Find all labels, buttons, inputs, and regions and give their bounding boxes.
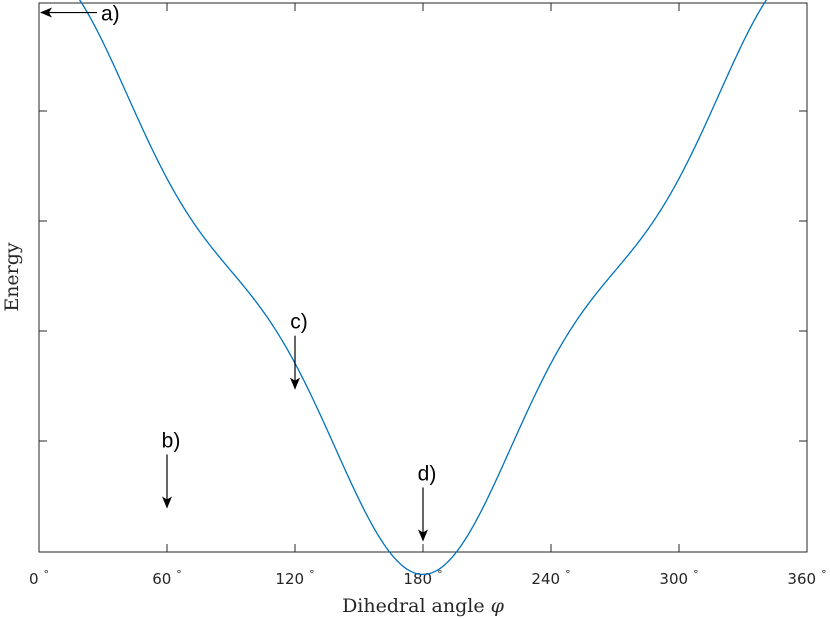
x-tick-label-value-2: 120: [275, 570, 304, 588]
x-tick-label-value-4: 240: [531, 570, 560, 588]
annotation-b-label: b): [162, 429, 181, 452]
x-tick-label-unit-0: °: [44, 568, 50, 581]
x-tick-label-unit-1: °: [176, 568, 182, 581]
x-tick-label-value-3: 180: [403, 570, 432, 588]
x-tick-label-value-6: 360: [787, 570, 816, 588]
annotation-d-label: d): [418, 462, 437, 485]
x-tick-label-unit-5: °: [693, 568, 699, 581]
series-line-0: [78, 0, 768, 576]
annotation-layer: a) b) c) d): [40, 3, 437, 542]
x-tick-label-value-5: 300: [659, 570, 688, 588]
series-layer: [78, 0, 768, 576]
x-axis-title-symbol: φ: [491, 595, 505, 617]
x-tick-label-unit-3: °: [437, 568, 443, 581]
x-tick-label-value-0: 0: [29, 570, 39, 588]
x-tick-label-4: 240 °: [531, 568, 570, 588]
x-axis-title-text: Dihedral angle: [342, 595, 485, 617]
annotation-a-label: a): [101, 3, 120, 26]
x-tick-label-2: 120 °: [275, 568, 314, 588]
x-tick-label-unit-6: °: [821, 568, 827, 581]
x-tick-label-unit-4: °: [565, 568, 571, 581]
x-tick-label-1: 60 °: [152, 568, 182, 588]
y-axis-title: Energy: [1, 242, 23, 312]
x-axis-ticks: 0 ° 60 ° 120 ° 180 ° 240 ° 300 ° 360 °: [29, 3, 827, 588]
x-tick-label-5: 300 °: [659, 568, 698, 588]
annotation-c-label: c): [290, 311, 308, 334]
x-tick-label-value-1: 60: [152, 570, 171, 588]
x-tick-label-unit-2: °: [309, 568, 315, 581]
y-axis-ticks: [39, 110, 807, 442]
x-tick-label-0: 0 °: [29, 568, 49, 588]
x-axis-title: Dihedral angle φ: [342, 595, 505, 617]
x-tick-label-6: 360 °: [787, 568, 826, 588]
